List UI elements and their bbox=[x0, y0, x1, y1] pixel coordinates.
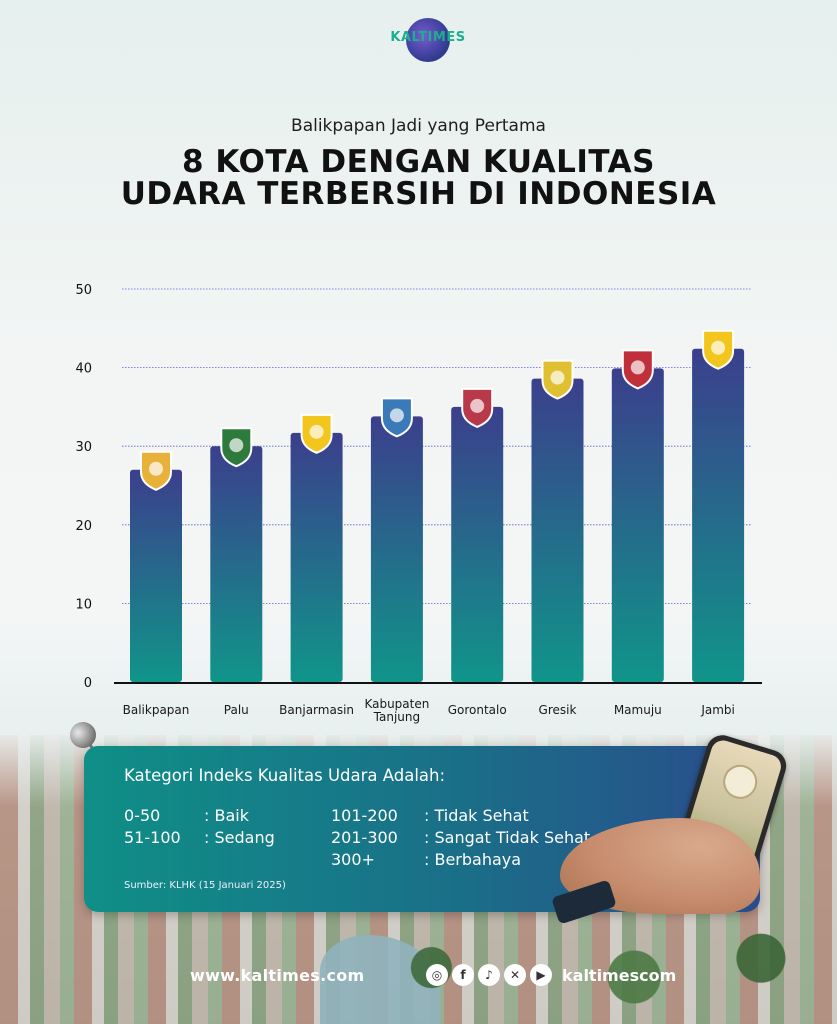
category-label: : Sedang bbox=[204, 828, 275, 847]
bar-mamuju bbox=[611, 368, 664, 682]
y-tick-label: 20 bbox=[75, 519, 92, 534]
x-tick-label-line: Jambi bbox=[701, 703, 735, 717]
trees-image bbox=[330, 930, 837, 1024]
footer-url-link[interactable]: www.kaltimes.com bbox=[190, 966, 365, 985]
x-tick-label-line: Gresik bbox=[538, 703, 577, 717]
y-tick-label: 10 bbox=[75, 597, 92, 612]
x-tick-label-line: Palu bbox=[223, 703, 249, 717]
x-tick-label-line: Banjarmasin bbox=[279, 703, 355, 717]
social-icons: ◎ f ♪ ✕ ▶ bbox=[426, 964, 556, 988]
logo-text: KALTIMES bbox=[390, 30, 466, 45]
category-range: 300+ bbox=[331, 850, 375, 869]
x-tick-label: Balikpapan bbox=[111, 704, 201, 717]
main-title: 8 KOTA DENGAN KUALITAS UDARA TERBERSIH D… bbox=[0, 146, 837, 210]
category-range: 51-100 bbox=[124, 828, 181, 847]
x-tick-label: Palu bbox=[191, 704, 281, 717]
youtube-icon[interactable]: ▶ bbox=[530, 964, 552, 986]
x-icon[interactable]: ✕ bbox=[504, 964, 526, 986]
logo-emblem bbox=[406, 18, 450, 62]
facebook-icon[interactable]: f bbox=[452, 964, 474, 986]
title-line-1: 8 KOTA DENGAN KUALITAS bbox=[182, 144, 655, 180]
kaltimes-logo: KALTIMES bbox=[386, 18, 470, 62]
x-tick-label: Gorontalo bbox=[432, 704, 522, 717]
category-label: : Tidak Sehat bbox=[424, 806, 529, 825]
x-tick-label: Banjarmasin bbox=[272, 704, 362, 717]
subtitle: Balikpapan Jadi yang Pertama bbox=[291, 116, 546, 136]
y-tick-label: 40 bbox=[75, 362, 92, 377]
bar-chart: 0 10 20 30 40 50 bbox=[75, 283, 762, 691]
city-emblem-detail bbox=[149, 461, 163, 476]
x-tick-label: Jambi bbox=[673, 704, 763, 717]
category-range: 201-300 bbox=[331, 828, 398, 847]
y-tick-label: 50 bbox=[75, 283, 92, 298]
bar-kabupaten-tanjung bbox=[370, 416, 423, 682]
city-emblem-detail bbox=[389, 408, 404, 423]
y-tick-label: 30 bbox=[75, 440, 92, 455]
bar-gorontalo bbox=[451, 406, 504, 682]
y-tick-label: 0 bbox=[84, 676, 92, 691]
phone-in-hand-image bbox=[551, 731, 800, 925]
source-note: Sumber: KLHK (15 Januari 2025) bbox=[124, 880, 286, 891]
bar-palu bbox=[210, 446, 263, 682]
bar-banjarmasin bbox=[290, 432, 343, 682]
x-tick-label-line: Kabupaten bbox=[364, 697, 430, 711]
category-item: 51-100 : Sedang bbox=[124, 828, 275, 847]
city-emblem-detail bbox=[711, 340, 726, 355]
city-emblem-detail bbox=[229, 438, 244, 453]
category-label: : Sangat Tidak Sehat bbox=[424, 828, 591, 847]
category-item: 300+ : Berbahaya bbox=[331, 850, 521, 869]
x-tick-label-line: Tanjung bbox=[373, 710, 421, 724]
panel-title: Kategori Indeks Kualitas Udara Adalah: bbox=[124, 766, 446, 785]
bar-gresik bbox=[531, 378, 584, 682]
city-emblem-detail bbox=[550, 370, 565, 385]
phone-widget bbox=[718, 760, 762, 804]
x-tick-label: Gresik bbox=[513, 704, 603, 717]
x-tick-label-line: Mamuju bbox=[613, 703, 662, 717]
city-emblem-detail bbox=[470, 398, 485, 413]
instagram-icon[interactable]: ◎ bbox=[426, 964, 448, 986]
category-item: 0-50 : Baik bbox=[124, 806, 249, 825]
title-line-2: UDARA TERBERSIH DI INDONESIA bbox=[120, 176, 717, 212]
x-tick-label: Kabupaten Tanjung bbox=[352, 698, 442, 724]
category-label: : Baik bbox=[204, 806, 249, 825]
x-tick-label-line: Gorontalo bbox=[447, 703, 507, 717]
x-tick-label-line: Balikpapan bbox=[122, 703, 190, 717]
footer-handle[interactable]: kaltimescom bbox=[562, 966, 677, 985]
bar-balikpapan bbox=[130, 469, 182, 682]
category-range: 0-50 bbox=[124, 806, 161, 825]
category-range: 101-200 bbox=[331, 806, 398, 825]
category-item: 101-200 : Tidak Sehat bbox=[331, 806, 529, 825]
bar-jambi bbox=[692, 348, 745, 682]
category-label: : Berbahaya bbox=[424, 850, 522, 869]
category-item: 201-300 : Sangat Tidak Sehat bbox=[331, 828, 590, 847]
tiktok-icon[interactable]: ♪ bbox=[478, 964, 500, 986]
city-emblem-detail bbox=[630, 360, 645, 375]
x-tick-label: Mamuju bbox=[593, 704, 683, 717]
city-emblem-detail bbox=[309, 424, 324, 439]
